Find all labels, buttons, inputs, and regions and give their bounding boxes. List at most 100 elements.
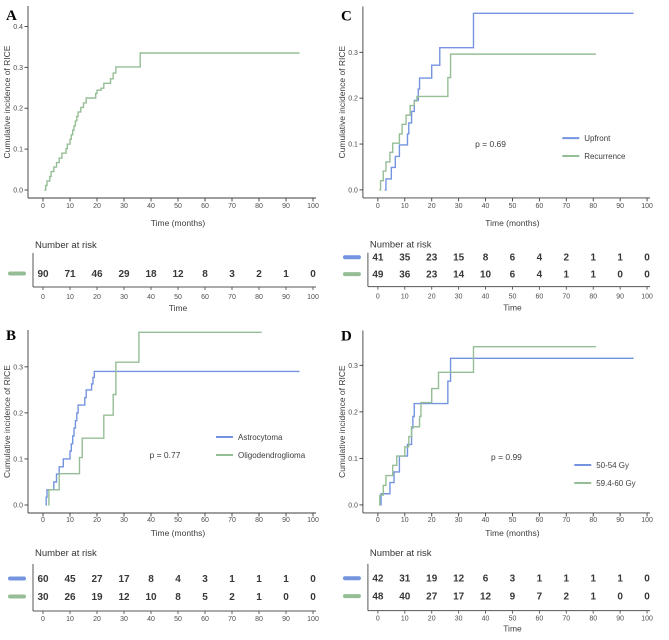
- x-tick-label: 100: [641, 517, 653, 524]
- risk-tick-label: 30: [120, 616, 128, 623]
- x-tick-label: 10: [401, 203, 409, 210]
- at-risk-count: 0: [617, 270, 623, 281]
- risk-tick-label: 10: [66, 616, 74, 623]
- x-axis-title: Time (months): [151, 528, 206, 538]
- panel-d-chart: D0.00.10.20.30 10 20 30 40 50 60 70 80 90 100Time …: [337, 328, 653, 633]
- at-risk-count: 31: [399, 574, 411, 585]
- risk-tick-label: 20: [93, 294, 101, 301]
- risk-tick-label: 80: [589, 616, 597, 623]
- risk-row-swatch: [8, 576, 26, 581]
- at-risk-count: 8: [175, 592, 181, 603]
- at-risk-count: 41: [372, 253, 384, 264]
- risk-tick-label: 90: [282, 616, 290, 623]
- at-risk-count: 0: [310, 574, 316, 585]
- at-risk-count: 10: [480, 270, 492, 281]
- risk-tick-label: 90: [616, 294, 624, 301]
- panel-letter-d: D: [341, 328, 352, 344]
- x-tick-label: 40: [147, 517, 155, 524]
- x-tick-label: 100: [307, 517, 319, 524]
- at-risk-count: 26: [64, 592, 76, 603]
- curve-recurrence: [379, 53, 596, 191]
- at-risk-count: 19: [91, 592, 103, 603]
- legend-label: Upfront: [584, 134, 611, 143]
- legend-label: 50-54 Gy: [596, 461, 629, 470]
- p-value-label: p = 0.99: [491, 452, 522, 462]
- at-risk-count: 0: [310, 269, 316, 280]
- x-tick-label: 80: [589, 517, 597, 524]
- x-tick-label: 90: [616, 203, 624, 210]
- y-tick-label: 0.1: [13, 456, 23, 463]
- risk-row-swatch: [342, 576, 361, 581]
- x-tick-label: 80: [255, 517, 263, 524]
- y-tick-label: 0.2: [348, 96, 358, 103]
- number-at-risk-header: Number at risk: [370, 548, 432, 559]
- curve-upfront: [384, 12, 634, 191]
- at-risk-count: 5: [202, 592, 208, 603]
- y-axis-title: Cumulative incidence of RICE: [2, 45, 12, 158]
- at-risk-count: 1: [617, 253, 623, 264]
- y-tick-label: 0.0: [13, 188, 23, 195]
- at-risk-count: 0: [283, 592, 289, 603]
- x-tick-label: 90: [282, 203, 290, 210]
- risk-tick-label: 50: [174, 294, 182, 301]
- curve-astrocytoma: [45, 370, 300, 506]
- at-risk-count: 35: [399, 253, 411, 264]
- risk-tick-label: 20: [93, 616, 101, 623]
- risk-tick-label: 80: [255, 294, 263, 301]
- y-tick-label: 0.2: [13, 410, 23, 417]
- curve-oligodendroglioma: [48, 331, 262, 506]
- risk-tick-label: 30: [455, 294, 463, 301]
- y-tick-label: 0.3: [13, 364, 23, 371]
- curve-series-1: [44, 52, 300, 191]
- at-risk-count: 1: [537, 574, 543, 585]
- risk-tick-label: 10: [401, 616, 409, 623]
- panel-b: B 0.0 0.1 0.2 0.3 0 10 20 30 40 50 60 70 80 90 100 Time …: [0, 320, 335, 640]
- risk-tick-label: 0: [41, 294, 45, 301]
- at-risk-count: 0: [644, 592, 650, 603]
- risk-tick-label: 0: [376, 294, 380, 301]
- legend-label: Oligodendroglioma: [238, 451, 306, 460]
- number-at-risk-header: Number at risk: [35, 548, 97, 559]
- y-tick-label: 0.4: [13, 24, 23, 31]
- x-tick-label: 100: [641, 203, 653, 210]
- risk-tick-label: 50: [509, 616, 517, 623]
- x-tick-label: 60: [201, 517, 209, 524]
- at-risk-count: 29: [118, 269, 130, 280]
- x-tick-label: 90: [616, 517, 624, 524]
- x-tick-label: 10: [66, 203, 74, 210]
- x-tick-label: 10: [66, 517, 74, 524]
- y-tick-label: 0.0: [13, 503, 23, 510]
- x-tick-label: 30: [455, 517, 463, 524]
- y-axis-title: Cumulative incidence of RICE: [337, 365, 347, 478]
- x-tick-label: 80: [255, 203, 263, 210]
- x-tick-label: 90: [282, 517, 290, 524]
- at-risk-count: 4: [537, 270, 543, 281]
- x-tick-label: 30: [120, 517, 128, 524]
- at-risk-count: 27: [426, 592, 438, 603]
- at-risk-count: 2: [564, 253, 570, 264]
- risk-row-swatch: [342, 255, 361, 260]
- at-risk-count: 23: [426, 270, 438, 281]
- risk-tick-label: 40: [147, 616, 155, 623]
- x-tick-label: 70: [562, 517, 570, 524]
- risk-tick-label: 60: [201, 616, 209, 623]
- at-risk-count: 0: [644, 270, 650, 281]
- at-risk-count: 1: [229, 574, 235, 585]
- at-risk-count: 0: [617, 592, 623, 603]
- x-tick-label: 60: [536, 203, 544, 210]
- at-risk-count: 10: [145, 592, 157, 603]
- panel-b-chart: B0.00.10.20.30 10 20 30 40 50 60 70 80 90 100Time …: [2, 328, 319, 623]
- risk-tick-label: 40: [482, 616, 490, 623]
- at-risk-count: 12: [172, 269, 184, 280]
- x-tick-label: 0: [376, 203, 380, 210]
- at-risk-count: 1: [283, 574, 289, 585]
- legend-label: 59.4-60 Gy: [596, 479, 635, 488]
- risk-tick-label: 40: [147, 294, 155, 301]
- risk-tick-label: 0: [376, 616, 380, 623]
- x-tick-label: 100: [307, 203, 319, 210]
- at-risk-count: 8: [483, 253, 489, 264]
- y-tick-label: 0.1: [348, 142, 358, 149]
- at-risk-count: 1: [564, 574, 570, 585]
- x-tick-label: 70: [228, 517, 236, 524]
- at-risk-count: 17: [453, 592, 465, 603]
